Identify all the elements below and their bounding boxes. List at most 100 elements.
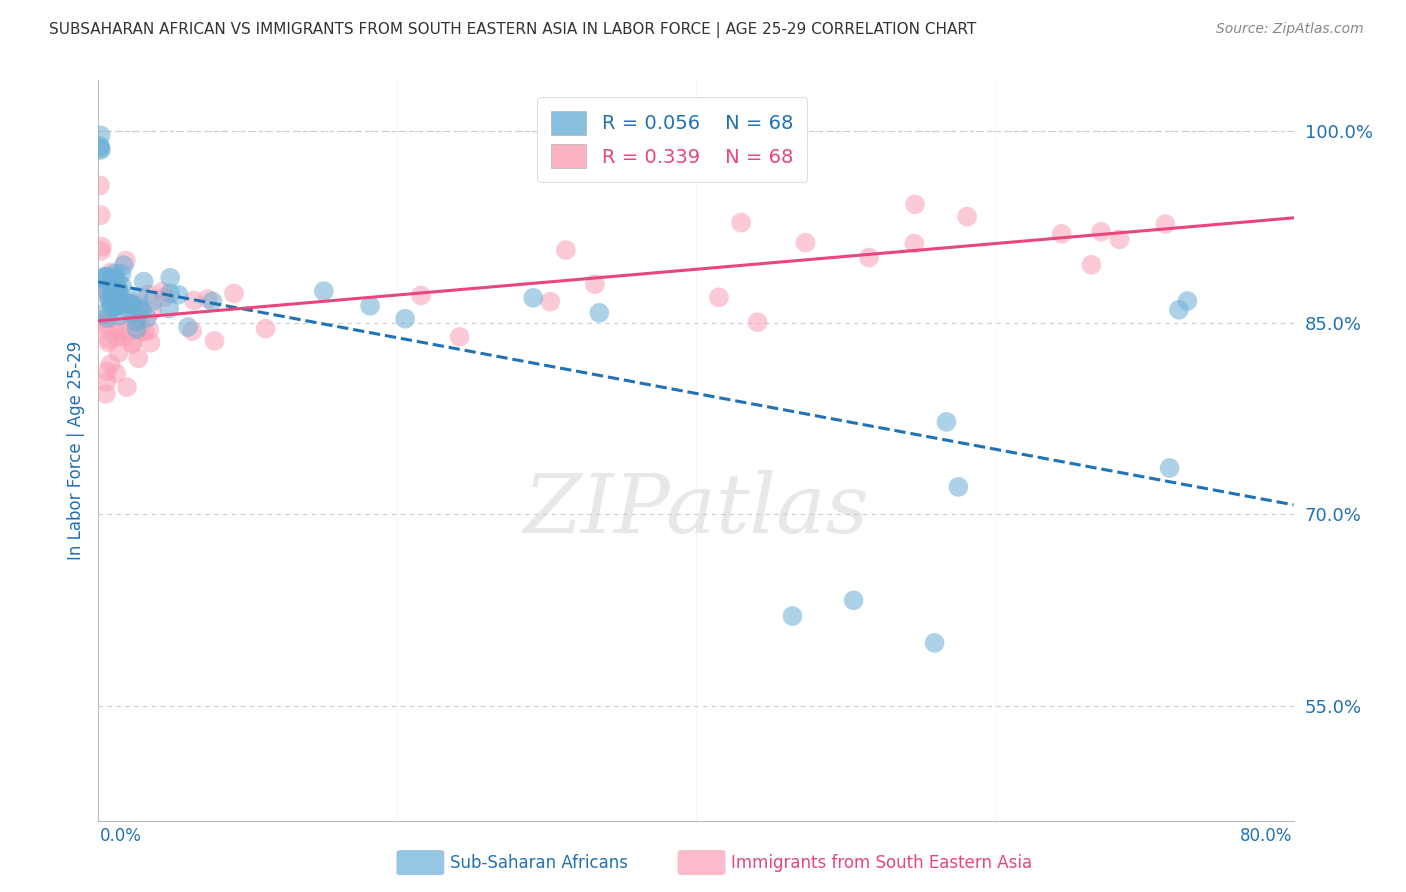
Point xyxy=(157,301,180,316)
Point xyxy=(110,288,132,302)
Point xyxy=(108,299,131,313)
Point xyxy=(107,283,129,297)
Point xyxy=(1090,225,1112,239)
Text: Source: ZipAtlas.com: Source: ZipAtlas.com xyxy=(1216,22,1364,37)
Point xyxy=(104,267,127,281)
Point xyxy=(1050,227,1073,241)
Point xyxy=(89,139,111,153)
Point xyxy=(1177,293,1199,308)
Point xyxy=(707,290,730,304)
Point xyxy=(98,332,121,346)
Point xyxy=(782,609,804,624)
Point xyxy=(114,329,136,343)
Point xyxy=(89,141,111,155)
Point xyxy=(201,294,224,309)
Point xyxy=(1154,217,1177,231)
Point xyxy=(97,279,120,293)
Point xyxy=(181,324,204,338)
Point xyxy=(107,346,129,360)
Point xyxy=(554,243,576,257)
Point xyxy=(98,293,121,308)
Point xyxy=(177,320,200,334)
Point xyxy=(100,265,122,279)
Point xyxy=(197,292,219,306)
Point xyxy=(94,387,117,401)
Point xyxy=(101,301,124,315)
Text: Immigrants from South Eastern Asia: Immigrants from South Eastern Asia xyxy=(731,854,1032,871)
Text: Sub-Saharan Africans: Sub-Saharan Africans xyxy=(450,854,628,871)
Point xyxy=(105,296,128,310)
Point xyxy=(747,315,769,329)
Point xyxy=(115,295,138,310)
Point xyxy=(129,325,152,339)
Point xyxy=(104,294,127,309)
Point xyxy=(115,253,138,268)
Point xyxy=(105,330,128,344)
Text: 0.0%: 0.0% xyxy=(100,827,142,845)
Point xyxy=(222,286,245,301)
Point xyxy=(141,304,163,318)
Point xyxy=(394,311,416,326)
Point xyxy=(93,271,115,285)
Point xyxy=(142,293,165,308)
Point xyxy=(125,315,148,329)
Text: 80.0%: 80.0% xyxy=(1240,827,1292,845)
Point xyxy=(105,298,128,312)
Point xyxy=(128,290,150,304)
Point xyxy=(108,309,131,323)
Point xyxy=(110,296,132,310)
Legend: R = 0.056    N = 68, R = 0.339    N = 68: R = 0.056 N = 68, R = 0.339 N = 68 xyxy=(537,97,807,182)
Point xyxy=(121,295,143,310)
Point xyxy=(956,210,979,224)
Point xyxy=(129,309,152,323)
Point xyxy=(120,297,142,311)
Point xyxy=(122,313,145,327)
Y-axis label: In Labor Force | Age 25-29: In Labor Force | Age 25-29 xyxy=(66,341,84,560)
Point xyxy=(101,293,124,307)
Point xyxy=(96,283,118,297)
Point xyxy=(159,286,181,301)
Point xyxy=(104,298,127,312)
Point xyxy=(121,297,143,311)
Point xyxy=(91,312,114,326)
Point xyxy=(110,267,132,281)
Point xyxy=(110,326,132,340)
Point xyxy=(935,415,957,429)
Point xyxy=(167,287,190,301)
Point xyxy=(150,285,173,299)
Point xyxy=(90,128,112,143)
Point xyxy=(136,287,159,301)
Point xyxy=(183,293,205,308)
Point xyxy=(94,269,117,284)
Point xyxy=(128,301,150,316)
Point xyxy=(121,337,143,351)
Point xyxy=(91,240,114,254)
Point xyxy=(132,275,155,289)
Point xyxy=(125,322,148,336)
Point xyxy=(522,291,544,305)
Point xyxy=(105,273,128,287)
Point xyxy=(104,288,127,302)
Point xyxy=(948,480,970,494)
Point xyxy=(103,285,125,300)
Point xyxy=(139,335,162,350)
Point xyxy=(842,593,865,607)
Point xyxy=(90,208,112,222)
Point xyxy=(96,364,118,378)
Point xyxy=(94,317,117,331)
Point xyxy=(125,315,148,329)
Point xyxy=(105,367,128,381)
Point xyxy=(1167,302,1189,317)
Point xyxy=(104,285,127,300)
Point xyxy=(904,197,927,211)
Point xyxy=(121,335,143,350)
Point xyxy=(858,251,880,265)
Point xyxy=(97,311,120,326)
Point xyxy=(90,143,112,157)
Text: ZIPatlas: ZIPatlas xyxy=(523,470,869,549)
Point xyxy=(101,284,124,298)
Point xyxy=(97,335,120,350)
Point xyxy=(583,277,606,292)
Point xyxy=(1108,232,1130,246)
Point xyxy=(138,323,160,337)
